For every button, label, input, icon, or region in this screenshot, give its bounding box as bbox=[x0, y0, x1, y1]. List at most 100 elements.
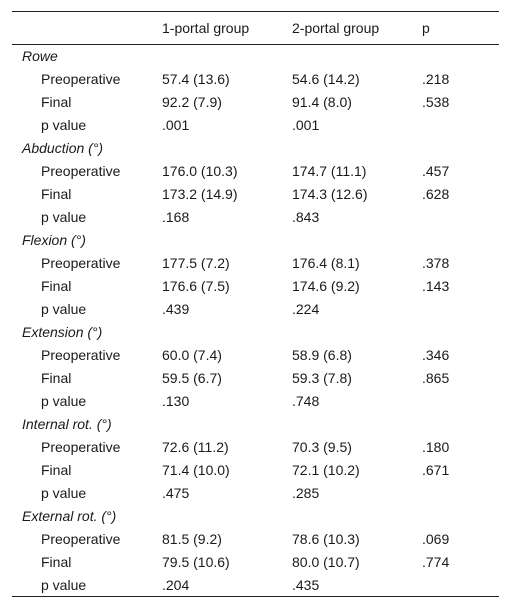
group-row: Flexion (°) bbox=[12, 229, 499, 252]
cell-2-portal: .285 bbox=[292, 485, 320, 501]
cell-2-portal: 70.3 (9.5) bbox=[292, 439, 352, 455]
table-row: Final 176.6 (7.5) 174.6 (9.2) .143 bbox=[12, 275, 499, 298]
table-row: Final 92.2 (7.9) 91.4 (8.0) .538 bbox=[12, 91, 499, 114]
table-row: p value .168 .843 bbox=[12, 206, 499, 229]
row-label: Preoperative bbox=[41, 531, 121, 547]
cell-2-portal: 176.4 (8.1) bbox=[292, 255, 360, 271]
cell-p: .538 bbox=[422, 94, 450, 110]
table-row: Final 173.2 (14.9) 174.3 (12.6) .628 bbox=[12, 183, 499, 206]
table-row: p value .439 .224 bbox=[12, 298, 499, 321]
group-row: Abduction (°) bbox=[12, 137, 499, 160]
group-row: Extension (°) bbox=[12, 321, 499, 344]
cell-2-portal: .435 bbox=[292, 573, 422, 597]
table-row: p value .475 .285 bbox=[12, 482, 499, 505]
cell-1-portal: 60.0 (7.4) bbox=[162, 347, 222, 363]
row-label: p value bbox=[41, 209, 87, 225]
cell-p bbox=[422, 390, 499, 413]
results-table: 1-portal group 2-portal group p Rowe Preo… bbox=[12, 11, 499, 597]
cell-p bbox=[422, 206, 499, 229]
cell-1-portal: .439 bbox=[162, 301, 190, 317]
cell-1-portal: .168 bbox=[162, 209, 190, 225]
table-row: Preoperative 81.5 (9.2) 78.6 (10.3) .069 bbox=[12, 528, 499, 551]
cell-1-portal: 71.4 (10.0) bbox=[162, 462, 230, 478]
cell-2-portal: .843 bbox=[292, 209, 320, 225]
row-label: Final bbox=[41, 186, 72, 202]
row-label: Final bbox=[41, 278, 72, 294]
row-label: Final bbox=[41, 370, 72, 386]
cell-1-portal: 92.2 (7.9) bbox=[162, 94, 222, 110]
row-label: p value bbox=[41, 301, 87, 317]
table-row: p value .001 .001 bbox=[12, 114, 499, 137]
table-row: Preoperative 57.4 (13.6) 54.6 (14.2) .218 bbox=[12, 68, 499, 91]
cell-2-portal: 54.6 (14.2) bbox=[292, 71, 360, 87]
cell-2-portal: 59.3 (7.8) bbox=[292, 370, 352, 386]
table-row: p value .204.435 bbox=[12, 573, 499, 597]
cell-2-portal: 174.6 (9.2) bbox=[292, 278, 360, 294]
row-label: Preoperative bbox=[41, 439, 121, 455]
row-label: Final bbox=[41, 94, 72, 110]
group-name: Flexion (°) bbox=[22, 232, 86, 248]
cell-2-portal: 78.6 (10.3) bbox=[292, 531, 360, 547]
cell-p: .378 bbox=[422, 255, 450, 271]
cell-1-portal: 72.6 (11.2) bbox=[162, 439, 229, 455]
cell-1-portal: 176.6 (7.5) bbox=[162, 278, 230, 294]
header-p: p bbox=[422, 11, 499, 45]
row-label: Preoperative bbox=[41, 255, 121, 271]
table-row: Final 79.5 (10.6) 80.0 (10.7) .774 bbox=[12, 551, 499, 574]
row-label: p value bbox=[41, 393, 87, 409]
group-name: External rot. (°) bbox=[22, 508, 117, 524]
cell-1-portal: .130 bbox=[162, 393, 190, 409]
cell-p: .774 bbox=[422, 554, 450, 570]
row-label: p value bbox=[12, 573, 162, 597]
table-header: 1-portal group 2-portal group p bbox=[12, 11, 499, 45]
cell-p: .069 bbox=[422, 531, 450, 547]
group-row: External rot. (°) bbox=[12, 505, 499, 528]
cell-2-portal: 174.3 (12.6) bbox=[292, 186, 368, 202]
cell-2-portal: 91.4 (8.0) bbox=[292, 94, 352, 110]
cell-p: .628 bbox=[422, 186, 450, 202]
group-name: Rowe bbox=[22, 48, 58, 65]
cell-1-portal: 177.5 (7.2) bbox=[162, 255, 230, 271]
cell-1-portal: 79.5 (10.6) bbox=[162, 554, 230, 570]
cell-2-portal: .224 bbox=[292, 301, 320, 317]
header-empty-cell bbox=[12, 11, 162, 45]
row-label: Preoperative bbox=[41, 71, 121, 87]
cell-p: .671 bbox=[422, 462, 450, 478]
row-label: Preoperative bbox=[41, 347, 121, 363]
table-row: Preoperative 72.6 (11.2) 70.3 (9.5) .180 bbox=[12, 436, 499, 459]
row-label: Final bbox=[41, 554, 72, 570]
table-row: p value .130 .748 bbox=[12, 390, 499, 413]
table-row: Final 71.4 (10.0) 72.1 (10.2) .671 bbox=[12, 459, 499, 482]
cell-p bbox=[422, 573, 499, 597]
cell-1-portal: 173.2 (14.9) bbox=[162, 186, 238, 202]
cell-2-portal: 80.0 (10.7) bbox=[292, 554, 360, 570]
cell-2-portal: 72.1 (10.2) bbox=[292, 462, 360, 478]
cell-p: .143 bbox=[422, 278, 450, 294]
cell-1-portal: 57.4 (13.6) bbox=[162, 71, 230, 87]
cell-p: .457 bbox=[422, 163, 450, 179]
cell-p: .346 bbox=[422, 347, 450, 363]
group-name: Extension (°) bbox=[22, 324, 103, 340]
cell-p: .180 bbox=[422, 439, 450, 455]
table-row: Final 59.5 (6.7) 59.3 (7.8) .865 bbox=[12, 367, 499, 390]
row-label: Preoperative bbox=[41, 163, 121, 179]
cell-p: .865 bbox=[422, 370, 450, 386]
cell-1-portal: .204 bbox=[162, 573, 292, 597]
cell-2-portal: 174.7 (11.1) bbox=[292, 163, 367, 179]
table-row: Preoperative 177.5 (7.2) 176.4 (8.1) .378 bbox=[12, 252, 499, 275]
cell-1-portal: 176.0 (10.3) bbox=[162, 163, 238, 179]
header-row: 1-portal group 2-portal group p bbox=[12, 11, 499, 45]
cell-p bbox=[422, 114, 499, 137]
table-body: Rowe Preoperative 57.4 (13.6) 54.6 (14.2) .2… bbox=[12, 45, 499, 597]
row-label: p value bbox=[41, 117, 87, 133]
table-row: Preoperative 60.0 (7.4) 58.9 (6.8) .346 bbox=[12, 344, 499, 367]
header-2-portal-group: 2-portal group bbox=[292, 11, 422, 45]
cell-p bbox=[422, 482, 499, 505]
header-1-portal-group: 1-portal group bbox=[162, 11, 292, 45]
cell-1-portal: .475 bbox=[162, 485, 190, 501]
cell-2-portal: 58.9 (6.8) bbox=[292, 347, 352, 363]
cell-1-portal: 59.5 (6.7) bbox=[162, 370, 222, 386]
group-row: Rowe bbox=[12, 45, 499, 68]
table-row: Preoperative 176.0 (10.3) 174.7 (11.1) .457 bbox=[12, 160, 499, 183]
